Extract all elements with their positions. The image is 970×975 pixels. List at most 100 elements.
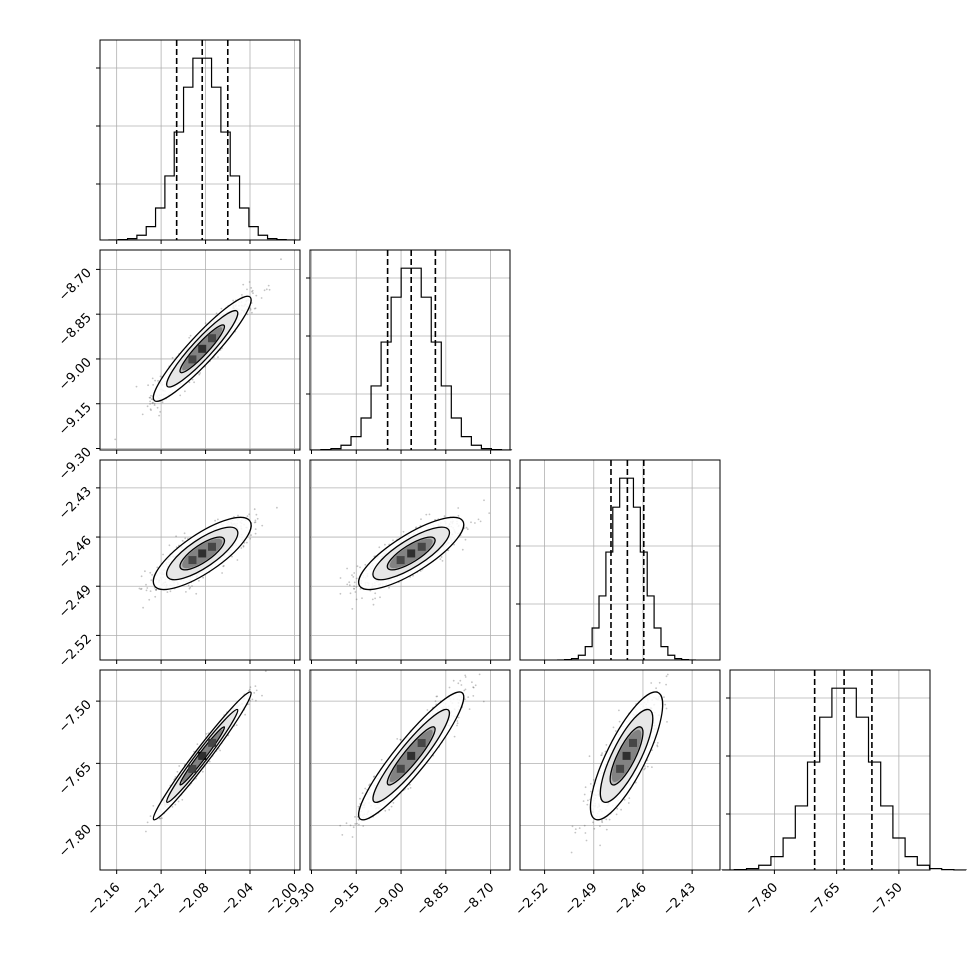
scatter-point: [471, 681, 473, 683]
scatter-point: [571, 852, 573, 854]
scatter-point: [240, 547, 242, 549]
scatter-point: [672, 661, 674, 663]
scatter-point: [429, 514, 431, 516]
scatter-point: [140, 588, 142, 590]
scatter-point: [246, 542, 248, 544]
scatter-point: [459, 680, 461, 682]
scatter-point: [219, 750, 221, 752]
scatter-point: [265, 670, 267, 672]
scatter-point: [410, 787, 412, 789]
scatter-point: [255, 528, 257, 530]
scatter-point: [170, 590, 172, 592]
scatter-point: [480, 521, 482, 523]
scatter-point: [236, 724, 238, 726]
scatter-point: [268, 285, 270, 287]
scatter-point: [346, 568, 348, 570]
scatter-point: [356, 586, 358, 588]
scatter-point: [449, 687, 451, 689]
scatter-point: [250, 309, 252, 311]
scatter-point: [149, 572, 151, 574]
scatter-point: [149, 401, 151, 403]
scatter-point: [474, 522, 476, 524]
scatter-point: [237, 559, 239, 561]
scatter-point: [441, 556, 443, 558]
x-tick-label: −9.15: [324, 880, 363, 919]
panel-content: [114, 258, 282, 440]
scatter-point: [152, 402, 154, 404]
scatter-point: [195, 593, 197, 595]
scatter-point: [605, 819, 607, 821]
scatter-point: [216, 313, 218, 315]
scatter-point: [393, 802, 395, 804]
scatter-point: [221, 308, 223, 310]
scatter-point: [353, 585, 355, 587]
scatter-point: [242, 284, 244, 286]
scatter-point: [478, 519, 480, 521]
scatter-point: [483, 666, 485, 668]
scatter-point: [193, 381, 195, 383]
scatter-point: [615, 730, 617, 732]
scatter-point: [184, 390, 186, 392]
scatter-point: [435, 700, 437, 702]
scatter-point: [158, 415, 160, 417]
y-tick-label: −7.65: [56, 760, 95, 799]
scatter-point: [247, 515, 249, 517]
scatter-point: [361, 597, 363, 599]
scatter-point: [353, 572, 355, 574]
histogram-step-line: [558, 478, 696, 660]
scatter-point: [141, 575, 143, 577]
scatter-point: [357, 565, 359, 567]
scatter-panel-0-2: −2.52−2.49−2.46−2.43: [56, 460, 300, 670]
histogram-panel-0: [96, 40, 300, 244]
scatter-point: [372, 599, 374, 601]
scatter-point: [463, 690, 465, 692]
scatter-point: [147, 822, 149, 824]
y-tick-label: −7.80: [56, 822, 95, 861]
scatter-point: [341, 834, 343, 836]
scatter-point: [354, 816, 356, 818]
scatter-point: [148, 599, 150, 601]
panel-content: [340, 499, 491, 609]
scatter-point: [254, 508, 256, 510]
scatter-point: [488, 512, 490, 514]
y-tick-label: −2.43: [56, 484, 95, 523]
scatter-point: [256, 690, 258, 692]
scatter-point: [149, 403, 151, 405]
scatter-point: [373, 604, 375, 606]
scatter-point: [473, 687, 475, 689]
scatter-point: [461, 684, 463, 686]
scatter-point: [407, 788, 409, 790]
scatter-point: [467, 528, 469, 530]
scatter-point: [350, 825, 352, 827]
scatter-point: [396, 738, 398, 740]
scatter-point: [255, 700, 257, 702]
scatter-point: [364, 564, 366, 566]
y-tick-label: −9.30: [56, 445, 95, 484]
scatter-point: [256, 514, 258, 516]
scatter-point: [172, 357, 174, 359]
scatter-point: [146, 590, 148, 592]
scatter-point: [255, 533, 257, 535]
scatter-point: [420, 518, 422, 520]
panel-frame: [310, 250, 510, 450]
scatter-point: [250, 686, 252, 688]
scatter-point: [358, 806, 360, 808]
scatter-point: [352, 576, 354, 578]
scatter-point: [251, 312, 253, 314]
scatter-point: [358, 819, 360, 821]
scatter-point: [456, 720, 458, 722]
scatter-point: [146, 587, 148, 589]
scatter-point: [350, 592, 352, 594]
scatter-point: [147, 384, 149, 386]
scatter-point: [162, 554, 164, 556]
scatter-point: [150, 590, 152, 592]
scatter-point: [154, 380, 156, 382]
scatter-point: [232, 300, 234, 302]
scatter-point: [150, 408, 152, 410]
scatter-point: [151, 574, 153, 576]
panel-frame: [100, 40, 300, 240]
scatter-point: [150, 395, 152, 397]
x-tick-label: −2.12: [129, 880, 168, 919]
scatter-point: [253, 692, 255, 694]
